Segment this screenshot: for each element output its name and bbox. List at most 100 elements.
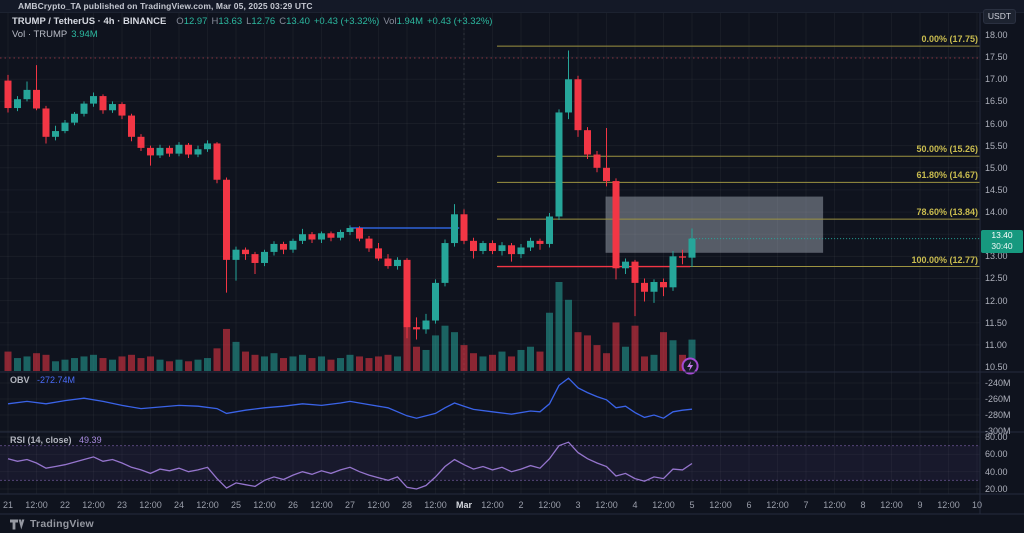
footer-bar: TradingView xyxy=(0,515,1024,533)
candle xyxy=(289,240,297,250)
fib-level-label: 50.00% (15.26) xyxy=(916,144,978,155)
current-price-badge: 13.40 30:40 xyxy=(981,230,1023,253)
idea-marker-icon[interactable] xyxy=(681,357,699,375)
time-axis-tick: 10 xyxy=(971,500,983,510)
volume-bar xyxy=(517,349,525,371)
rsi-pane-legend[interactable]: RSI (14, close) 49.39 xyxy=(10,435,102,445)
candle xyxy=(80,103,88,114)
candle xyxy=(460,214,468,241)
time-axis-tick: 12:00 xyxy=(595,500,618,510)
volume-bar xyxy=(270,353,278,371)
candle xyxy=(365,238,373,249)
high-value: 13.63 xyxy=(218,16,243,27)
candle xyxy=(128,115,135,137)
volume-bar xyxy=(346,354,354,371)
currency-unit-button[interactable]: USDT xyxy=(983,9,1016,24)
time-axis-tick: 24 xyxy=(173,500,185,510)
time-axis-tick: 12:00 xyxy=(880,500,903,510)
candle xyxy=(394,259,401,267)
volume-bar xyxy=(156,359,164,371)
symbol-legend[interactable]: TRUMP / TetherUS · 4h · BINANCE O12.97 H13… xyxy=(12,16,492,27)
volume-bar xyxy=(451,332,458,371)
obv-name: OBV xyxy=(10,375,30,385)
candle xyxy=(204,143,211,150)
tradingview-logo-text[interactable]: TradingView xyxy=(30,518,94,530)
time-axis-tick: 26 xyxy=(287,500,299,510)
obv-pane-legend[interactable]: OBV -272.74M xyxy=(10,375,75,385)
candle xyxy=(403,259,411,328)
rsi-value: 49.39 xyxy=(79,435,102,445)
volume-bar xyxy=(251,354,259,371)
volume-bar xyxy=(213,348,221,371)
fib-retracement-lines[interactable] xyxy=(497,45,980,268)
candle xyxy=(23,89,31,100)
time-axis-tick: 12:00 xyxy=(139,500,162,510)
symbol-title[interactable]: TRUMP / TetherUS · 4h · BINANCE xyxy=(12,16,167,27)
candle xyxy=(565,79,572,113)
grid-layer xyxy=(0,13,980,494)
time-axis-tick: 12:00 xyxy=(709,500,732,510)
candle xyxy=(52,131,59,137)
price-scale-tick: 15.00 xyxy=(985,162,1008,173)
time-axis-tick: 6 xyxy=(746,500,752,510)
volume-bar xyxy=(4,351,12,371)
rsi-scale-tick: 80.00 xyxy=(985,432,1008,442)
time-axis-tick: 12:00 xyxy=(25,500,48,510)
candle xyxy=(337,231,344,238)
volume-bar xyxy=(128,354,135,371)
candle xyxy=(346,228,354,232)
tradingview-logo-icon[interactable] xyxy=(10,518,25,531)
volume-bar xyxy=(413,346,420,371)
rsi-scale-tick: 60.00 xyxy=(985,449,1008,460)
candle xyxy=(232,249,240,260)
time-axis[interactable]: 21 12:00 22 12:00 23 12:00 24 12:00 25 12:00 26 12:… xyxy=(0,500,983,514)
volume-bar xyxy=(308,358,316,371)
volume-indicator-label: Vol · TRUMP xyxy=(12,29,68,40)
highlight-box[interactable] xyxy=(605,196,824,253)
candle xyxy=(669,256,677,288)
candle xyxy=(470,240,477,252)
candle xyxy=(327,233,335,238)
volume-bar xyxy=(23,356,31,371)
volume-bar xyxy=(118,356,126,371)
volume-indicator-legend[interactable]: Vol · TRUMP 3.94M xyxy=(12,29,98,40)
volume-bar xyxy=(498,351,506,371)
time-axis-tick: 28 xyxy=(401,500,413,510)
volume-bar xyxy=(631,325,639,371)
fib-level-label: 100.00% (12.77) xyxy=(911,254,978,265)
price-scale-tick: 15.50 xyxy=(985,140,1008,151)
volume-bar xyxy=(432,335,439,371)
candle xyxy=(536,240,544,244)
volume-bar xyxy=(33,353,40,371)
price-scale-tick: 12.00 xyxy=(985,295,1008,306)
volume-bar xyxy=(470,353,477,371)
candle xyxy=(194,149,202,155)
time-axis-tick: 12:00 xyxy=(424,500,447,510)
low-value: 12.76 xyxy=(251,16,276,27)
candle xyxy=(308,234,316,240)
volume-bar xyxy=(194,359,202,371)
time-axis-tick: 3 xyxy=(575,500,581,510)
volume-bar xyxy=(223,328,230,371)
candle xyxy=(147,147,154,156)
time-axis-tick: 4 xyxy=(632,500,638,510)
volume-bar xyxy=(337,358,344,371)
volume-bar xyxy=(14,358,21,371)
volume-bar xyxy=(147,356,154,371)
volume-bar xyxy=(422,349,430,371)
volume-bar xyxy=(555,282,563,371)
fib-level-label: 61.80% (14.67) xyxy=(916,170,978,181)
fib-level-label: 78.60% (13.84) xyxy=(916,207,978,218)
volume-bar xyxy=(593,345,601,371)
obv-line xyxy=(7,377,693,419)
volume-bars-layer xyxy=(4,282,696,371)
price-scale-tick: 16.50 xyxy=(985,96,1008,107)
candle xyxy=(213,143,221,180)
candle xyxy=(185,144,192,155)
obv-scale-tick: -280M xyxy=(985,410,1011,420)
candle xyxy=(375,248,382,259)
change-value: +0.43 (+3.32%) xyxy=(313,16,380,27)
volume-bar xyxy=(365,358,373,371)
volume-bar xyxy=(280,358,287,371)
